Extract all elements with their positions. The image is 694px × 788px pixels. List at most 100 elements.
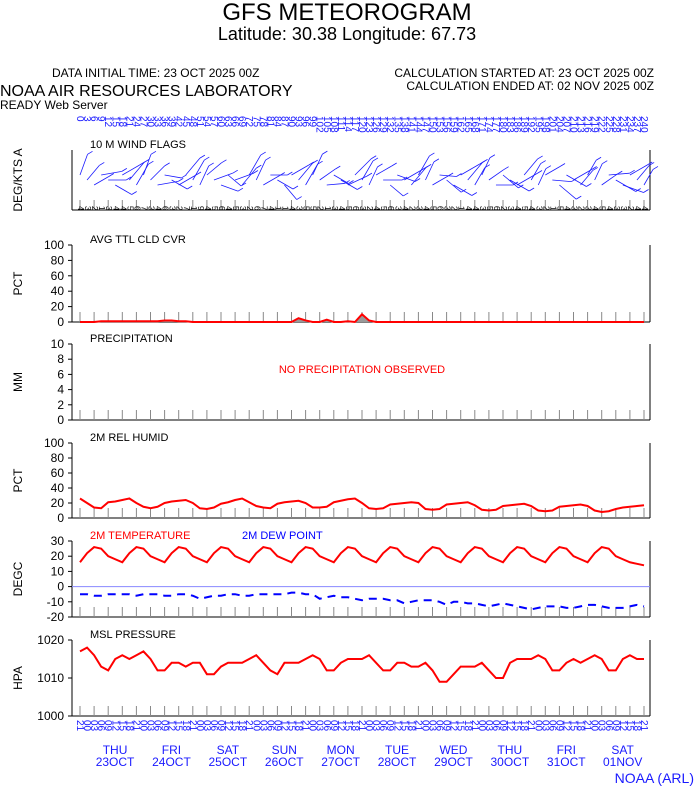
wind-barb bbox=[460, 163, 480, 176]
utc-label: 06 bbox=[264, 720, 275, 732]
hour-label: 228 bbox=[610, 116, 621, 133]
wind-barb bbox=[354, 158, 372, 176]
wind-barb-flag bbox=[433, 158, 440, 163]
wind-digit: 2 bbox=[407, 206, 416, 211]
wind-digit: 3 bbox=[619, 206, 628, 211]
wind-barb-flag bbox=[195, 171, 202, 176]
day-of-week-label: FRI bbox=[162, 743, 181, 757]
hour-label: 141 bbox=[405, 116, 416, 133]
wind-barb-flag bbox=[414, 178, 421, 182]
y-axis-label: HPA bbox=[11, 666, 25, 690]
wind-barb-flag bbox=[125, 176, 132, 181]
utc-label: 09 bbox=[328, 720, 339, 732]
wind-barb-flag bbox=[643, 189, 649, 193]
y-tick-label: 60 bbox=[51, 466, 65, 480]
hour-label: 138 bbox=[398, 116, 409, 133]
y-tick-label: 100 bbox=[44, 436, 64, 450]
y-tick-label: 20 bbox=[51, 549, 65, 563]
hour-label: 186 bbox=[511, 116, 522, 133]
utc-label: 09 bbox=[553, 720, 564, 732]
wind-barb-flag bbox=[204, 156, 210, 161]
hour-label: 174 bbox=[483, 116, 494, 133]
wind-barb bbox=[537, 168, 547, 186]
hour-label: 150 bbox=[427, 116, 438, 133]
wind-barb-flag bbox=[199, 154, 206, 159]
utc-label: 06 bbox=[321, 720, 332, 732]
utc-label: 09 bbox=[159, 720, 170, 732]
utc-label: 15 bbox=[398, 720, 409, 732]
wind-digit: 1 bbox=[97, 206, 106, 211]
hour-label: 9 bbox=[95, 116, 106, 122]
wind-barb-flag bbox=[187, 185, 193, 190]
hour-label: 21 bbox=[123, 116, 134, 128]
wind-digit: 3 bbox=[104, 206, 113, 211]
dewpoint-line bbox=[80, 591, 645, 611]
wind-digit: 4 bbox=[111, 206, 120, 211]
wind-digit: 5 bbox=[344, 206, 353, 211]
wind-barb-flag bbox=[471, 192, 478, 196]
wind-barb bbox=[530, 163, 542, 181]
hour-label: 93 bbox=[293, 116, 304, 128]
utc-label: 00 bbox=[589, 720, 600, 732]
wind-barb bbox=[643, 169, 654, 186]
wind-digit: 7 bbox=[259, 206, 268, 211]
wind-barb bbox=[361, 160, 374, 181]
utc-label: 12 bbox=[278, 720, 289, 732]
wind-barb bbox=[199, 165, 210, 186]
wind-digit: 3 bbox=[534, 206, 543, 211]
wind-barb-flag bbox=[181, 174, 187, 179]
wind-barb-flag bbox=[131, 191, 137, 195]
wind-digit: 3 bbox=[478, 206, 487, 211]
wind-digit: 4 bbox=[527, 206, 536, 211]
hour-label: 24 bbox=[130, 116, 141, 128]
wind-digit: 4 bbox=[464, 206, 473, 211]
hour-label: 237 bbox=[631, 116, 642, 133]
wind-digit: 4 bbox=[633, 206, 642, 211]
wind-digit: 4 bbox=[224, 206, 233, 211]
wind-barb-flag bbox=[121, 168, 128, 172]
utc-label: 15 bbox=[342, 720, 353, 732]
date-label: 30OCT bbox=[491, 755, 530, 769]
wind-digit: 6 bbox=[351, 206, 360, 211]
wind-digit: 2 bbox=[316, 206, 325, 211]
wind-barb bbox=[101, 170, 122, 176]
utc-label: 00 bbox=[194, 720, 205, 732]
wind-barb-flag bbox=[292, 185, 299, 190]
wind-barb-flag bbox=[237, 187, 244, 192]
page-title: GFS METEOROGRAM bbox=[222, 0, 472, 26]
wind-digit: 4 bbox=[337, 206, 346, 211]
wind-barb-flag bbox=[377, 163, 383, 168]
y-tick-label: 80 bbox=[51, 451, 65, 465]
utc-label: 18 bbox=[180, 720, 191, 732]
wind-barb-flag bbox=[366, 172, 373, 177]
y-tick-label: 2 bbox=[57, 398, 64, 412]
hour-label: 75 bbox=[250, 116, 261, 128]
wind-digit: 2 bbox=[499, 206, 508, 211]
y-tick-label: 6 bbox=[57, 367, 64, 381]
y-tick-label: 60 bbox=[51, 269, 65, 283]
y-tick-label: 100 bbox=[44, 238, 64, 252]
hour-label: 111 bbox=[335, 116, 346, 132]
wind-barb bbox=[467, 162, 483, 181]
hour-label: 99 bbox=[307, 116, 318, 128]
utc-label: 12 bbox=[222, 720, 233, 732]
utc-label: 06 bbox=[95, 720, 106, 732]
hour-label: 153 bbox=[434, 116, 445, 133]
y-tick-label: 1000 bbox=[37, 709, 64, 723]
utc-label: 21 bbox=[469, 720, 480, 732]
wind-digit: 3 bbox=[83, 206, 92, 211]
wind-digit: 3 bbox=[443, 206, 452, 211]
hour-label: 210 bbox=[568, 116, 579, 133]
y-tick-label: 0 bbox=[57, 413, 64, 427]
wind-digit: 5 bbox=[485, 206, 494, 211]
wind-digit: 3 bbox=[358, 206, 367, 211]
wind-barb bbox=[333, 174, 349, 184]
hour-label: 216 bbox=[582, 116, 593, 133]
temperature-line bbox=[79, 545, 645, 567]
wind-barb bbox=[601, 173, 618, 186]
y-axis-label: DEG/KTS A bbox=[11, 148, 25, 211]
wind-barb bbox=[418, 155, 430, 176]
wind-digit: 4 bbox=[118, 206, 127, 211]
